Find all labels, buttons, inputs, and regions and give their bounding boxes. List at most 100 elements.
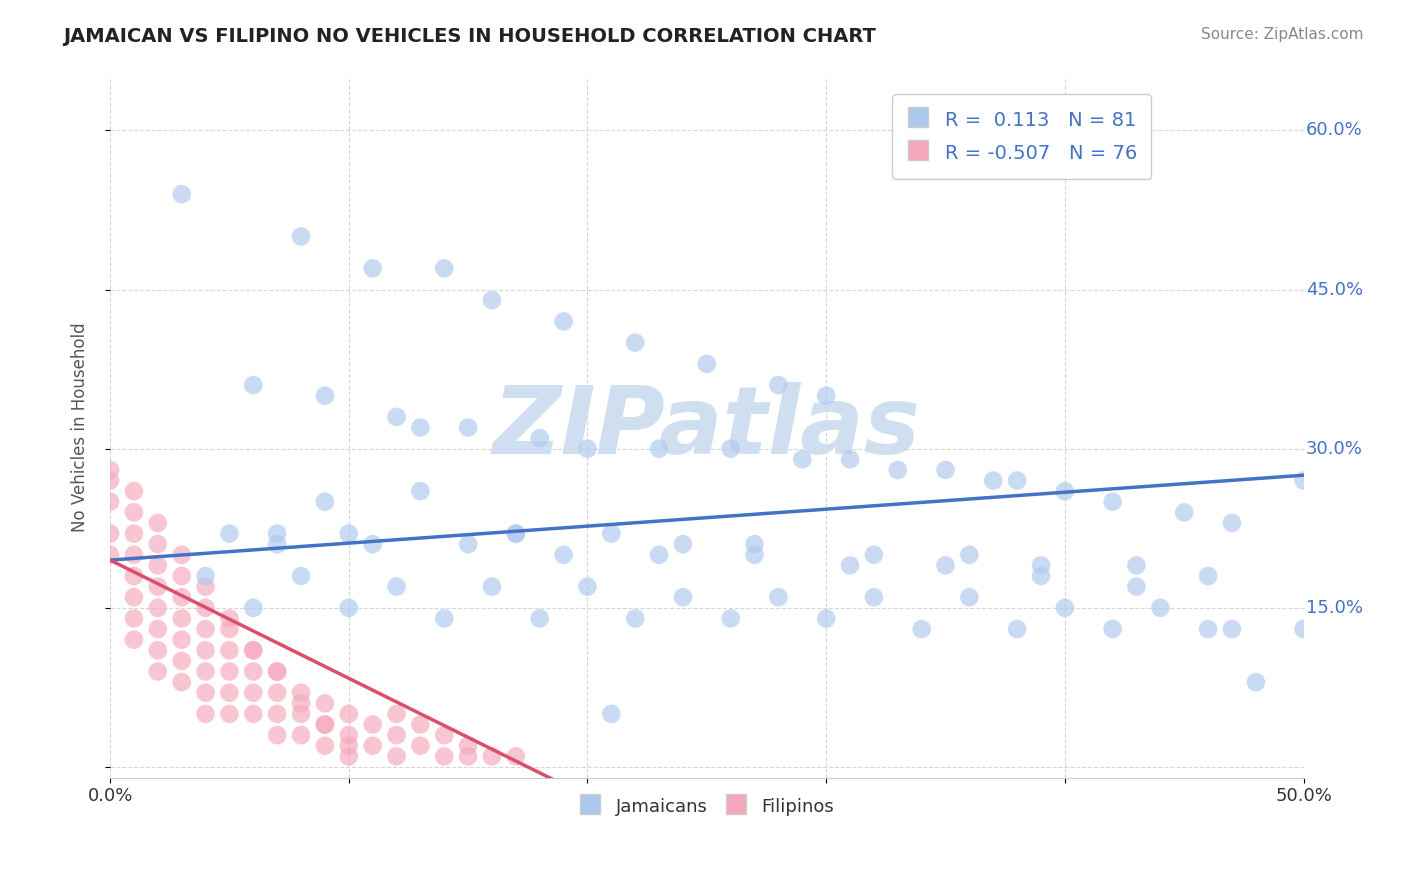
Point: [768, 591, 790, 605]
Point: [744, 548, 766, 562]
Point: [98, 463, 121, 477]
Point: [1029, 558, 1052, 573]
Point: [170, 591, 193, 605]
Point: [170, 611, 193, 625]
Text: ZIPatlas: ZIPatlas: [492, 382, 921, 474]
Point: [242, 643, 264, 657]
Point: [361, 537, 384, 551]
Point: [1173, 505, 1195, 519]
Point: [648, 548, 671, 562]
Point: [600, 526, 623, 541]
Point: [290, 229, 312, 244]
Point: [194, 686, 217, 700]
Point: [1101, 495, 1123, 509]
Point: [314, 739, 336, 753]
Text: JAMAICAN VS FILIPINO NO VEHICLES IN HOUSEHOLD CORRELATION CHART: JAMAICAN VS FILIPINO NO VEHICLES IN HOUS…: [63, 27, 876, 45]
Point: [576, 580, 599, 594]
Point: [505, 526, 527, 541]
Point: [242, 706, 264, 721]
Point: [98, 495, 121, 509]
Point: [314, 696, 336, 710]
Point: [146, 622, 169, 636]
Point: [146, 665, 169, 679]
Point: [290, 728, 312, 742]
Point: [433, 261, 456, 276]
Point: [98, 548, 121, 562]
Point: [170, 569, 193, 583]
Point: [409, 717, 432, 731]
Point: [122, 526, 145, 541]
Point: [385, 409, 408, 424]
Point: [266, 526, 288, 541]
Legend: Jamaicans, Filipinos: Jamaicans, Filipinos: [572, 788, 842, 824]
Point: [290, 696, 312, 710]
Text: 45.0%: 45.0%: [1306, 281, 1362, 299]
Point: [672, 537, 695, 551]
Point: [361, 261, 384, 276]
Point: [409, 420, 432, 434]
Point: [1220, 516, 1243, 530]
Point: [1125, 580, 1147, 594]
Point: [337, 600, 360, 615]
Point: [194, 569, 217, 583]
Point: [1005, 622, 1028, 636]
Point: [1244, 675, 1267, 690]
Text: 30.0%: 30.0%: [1306, 440, 1362, 458]
Point: [385, 580, 408, 594]
Y-axis label: No Vehicles in Household: No Vehicles in Household: [72, 323, 89, 533]
Point: [815, 611, 838, 625]
Point: [934, 558, 956, 573]
Point: [98, 474, 121, 488]
Point: [218, 706, 240, 721]
Point: [218, 526, 240, 541]
Point: [122, 632, 145, 647]
Point: [553, 548, 575, 562]
Point: [957, 548, 980, 562]
Point: [792, 452, 814, 467]
Point: [361, 739, 384, 753]
Point: [457, 420, 479, 434]
Point: [529, 611, 551, 625]
Point: [720, 611, 742, 625]
Point: [170, 632, 193, 647]
Point: [887, 463, 910, 477]
Text: 15.0%: 15.0%: [1306, 599, 1362, 617]
Point: [146, 516, 169, 530]
Point: [242, 600, 264, 615]
Point: [170, 675, 193, 690]
Point: [744, 537, 766, 551]
Point: [624, 611, 647, 625]
Point: [1005, 474, 1028, 488]
Point: [600, 706, 623, 721]
Point: [863, 591, 886, 605]
Point: [1197, 622, 1219, 636]
Point: [1053, 600, 1076, 615]
Point: [266, 665, 288, 679]
Point: [242, 665, 264, 679]
Point: [194, 706, 217, 721]
Point: [433, 728, 456, 742]
Point: [314, 717, 336, 731]
Point: [98, 526, 121, 541]
Point: [457, 537, 479, 551]
Point: [266, 706, 288, 721]
Point: [385, 728, 408, 742]
Point: [505, 749, 527, 764]
Point: [1125, 558, 1147, 573]
Point: [529, 431, 551, 445]
Point: [553, 314, 575, 328]
Point: [385, 749, 408, 764]
Point: [242, 378, 264, 392]
Point: [194, 643, 217, 657]
Point: [122, 484, 145, 499]
Point: [839, 452, 862, 467]
Point: [266, 728, 288, 742]
Point: [146, 600, 169, 615]
Point: [768, 378, 790, 392]
Text: 60.0%: 60.0%: [1306, 121, 1362, 139]
Point: [433, 749, 456, 764]
Point: [720, 442, 742, 456]
Point: [433, 611, 456, 625]
Point: [957, 591, 980, 605]
Point: [409, 484, 432, 499]
